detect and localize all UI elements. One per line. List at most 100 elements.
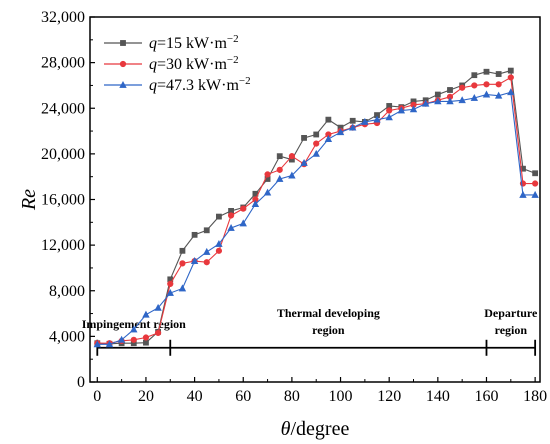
data-point (385, 113, 393, 121)
x-tick-label: 40 (187, 388, 203, 405)
x-tick-label: 60 (235, 388, 251, 405)
x-tick-label: 180 (523, 388, 547, 405)
data-point (471, 72, 478, 79)
region-label: Departure (484, 306, 538, 320)
x-tick-label: 160 (474, 388, 498, 405)
legend-marker (120, 40, 126, 46)
data-point (203, 227, 210, 234)
legend-label: q=47.3 kW·m−2 (149, 75, 251, 94)
data-point (459, 84, 466, 91)
data-point (471, 82, 478, 89)
data-point (495, 71, 502, 77)
data-point (482, 90, 491, 98)
data-point (263, 188, 272, 196)
x-tick-label: 20 (138, 388, 154, 405)
data-point (105, 340, 114, 348)
data-point (216, 213, 222, 220)
y-tick-label: 12,000 (41, 237, 85, 254)
data-point (130, 336, 137, 343)
data-point (531, 190, 539, 198)
data-point (532, 170, 539, 177)
data-point (409, 105, 418, 113)
x-tick-label: 140 (426, 388, 450, 405)
y-tick-label: 20,000 (41, 146, 85, 163)
data-point (313, 140, 320, 147)
data-point (494, 91, 503, 99)
data-point (324, 135, 333, 142)
data-point (203, 259, 210, 266)
y-tick-label: 4,000 (49, 328, 85, 345)
legend-label: q=15 kW·m−2 (149, 33, 239, 52)
data-point (143, 339, 149, 346)
x-tick-label: 100 (329, 388, 353, 405)
data-point (93, 340, 101, 348)
data-point (313, 131, 320, 138)
data-point (336, 128, 345, 136)
data-point (447, 87, 453, 93)
data-point (190, 257, 199, 264)
data-point (325, 116, 332, 123)
data-point (178, 284, 187, 292)
data-point (215, 247, 223, 254)
data-point (312, 149, 320, 157)
data-point (227, 212, 235, 219)
data-point (276, 174, 284, 182)
data-point (166, 288, 174, 296)
data-point (240, 205, 247, 212)
data-point (483, 68, 490, 75)
data-point (288, 171, 296, 179)
data-point (167, 280, 174, 288)
y-tick-label: 16,000 (41, 192, 85, 209)
data-point (349, 123, 357, 131)
data-point (288, 153, 295, 160)
data-point (434, 91, 441, 98)
legend-marker (119, 80, 127, 88)
data-point (434, 97, 442, 105)
x-axis-title-unit: /degree (290, 418, 349, 440)
data-point (142, 310, 150, 318)
legend-item: q=47.3 kW·m−2 (104, 75, 251, 94)
y-tick-label: 32,000 (41, 9, 85, 26)
legend-label: q=30 kW·m−2 (149, 54, 239, 73)
region-label: Thermal developing (277, 306, 380, 320)
region-label: region (312, 323, 345, 337)
data-point (446, 97, 454, 105)
legend-marker (119, 60, 127, 68)
data-point (495, 81, 502, 88)
data-point (519, 190, 527, 198)
y-tick-label: 8,000 (49, 283, 85, 300)
data-point (154, 303, 162, 311)
data-point (179, 247, 186, 254)
data-point (276, 153, 283, 160)
y-tick-label: 28,000 (41, 55, 85, 72)
legend: q=15 kW·m−2 q=30 kW·m−2 q=47.3 kW·m−2 (104, 33, 251, 94)
data-point (532, 180, 539, 187)
data-point (507, 88, 515, 96)
data-point (470, 93, 479, 101)
y-axis: 0 4,000 8,000 12,000 16,000 20,000 24,000 28,00… (41, 9, 95, 391)
data-point (361, 117, 369, 125)
data-point (507, 67, 514, 74)
data-point (130, 325, 138, 333)
data-point (155, 329, 162, 337)
series-line (93, 88, 539, 348)
x-tick-label: 120 (377, 388, 401, 405)
data-point (203, 247, 211, 255)
data-point (301, 135, 307, 141)
data-point (397, 106, 406, 114)
x-tick-label: 80 (284, 388, 300, 405)
data-point (215, 239, 223, 247)
data-point (239, 219, 247, 227)
data-point (191, 231, 198, 238)
data-point (458, 96, 466, 104)
legend-item: q=15 kW·m−2 (104, 33, 239, 52)
data-point (373, 115, 381, 123)
series-path (97, 69, 536, 345)
series-group (93, 67, 539, 348)
data-point (117, 335, 126, 343)
data-point (421, 99, 430, 107)
x-axis-title-symbol: θ (281, 418, 291, 440)
data-point (300, 158, 308, 166)
